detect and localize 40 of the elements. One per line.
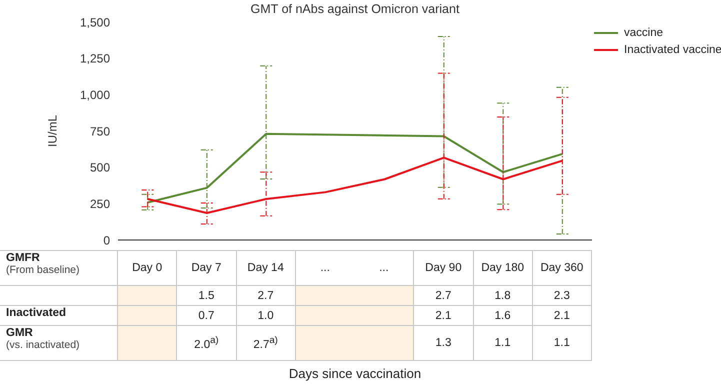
text: (From baseline)	[6, 264, 80, 276]
y-tick-label: 750	[90, 124, 110, 138]
x-tick-label: ...	[378, 262, 390, 274]
x-tick-label: Day 14	[236, 250, 296, 285]
text: 1.6	[494, 310, 511, 322]
x-tick-label: Day 7	[177, 250, 236, 285]
y-tick-label: 500	[90, 160, 110, 175]
y-tick-label: 0	[103, 233, 110, 248]
x-tick-label: Day 90	[414, 250, 474, 285]
text: 2.7$^{a)}$	[253, 335, 278, 351]
y-tick-label: 1,500	[80, 15, 110, 30]
text: 2.7	[258, 290, 274, 302]
x-tick-label: Day 0	[118, 250, 178, 285]
text: 0.7	[198, 310, 214, 322]
text: 2.3	[554, 290, 570, 302]
text: 2.0$^{a)}$	[194, 335, 219, 351]
x-tick-label: ...	[319, 262, 331, 274]
y-tick-label: 1,000	[80, 88, 110, 102]
text: 1.1	[554, 337, 570, 349]
text: Inactivated	[6, 307, 66, 319]
legend-label: Inactivated vaccine	[624, 44, 721, 56]
x-tick-label: Day 360	[532, 250, 592, 285]
chart-title: GMT of nAbs against Omicron variant	[250, 2, 460, 16]
legend-label: vaccine	[624, 26, 663, 38]
text: (vs. inactivated)	[6, 339, 80, 351]
text: 1.8	[494, 290, 511, 302]
text: 2.1	[435, 310, 452, 322]
text: 1.0	[258, 310, 274, 322]
text: 1.5	[198, 290, 214, 302]
text: 2.1	[554, 310, 570, 322]
text: GMR	[6, 327, 33, 339]
y-tick-label: 1,250	[80, 52, 110, 66]
text: GMFR	[6, 252, 40, 264]
y-tick-label: 250	[90, 196, 110, 211]
text: Days since vaccination	[288, 366, 422, 381]
text: 1.3	[435, 337, 452, 349]
text: 2.7	[435, 290, 452, 302]
text: 1.1	[494, 337, 511, 349]
y-axis-title: IU/mL	[45, 114, 60, 148]
x-tick-label: Day 180	[474, 250, 533, 285]
